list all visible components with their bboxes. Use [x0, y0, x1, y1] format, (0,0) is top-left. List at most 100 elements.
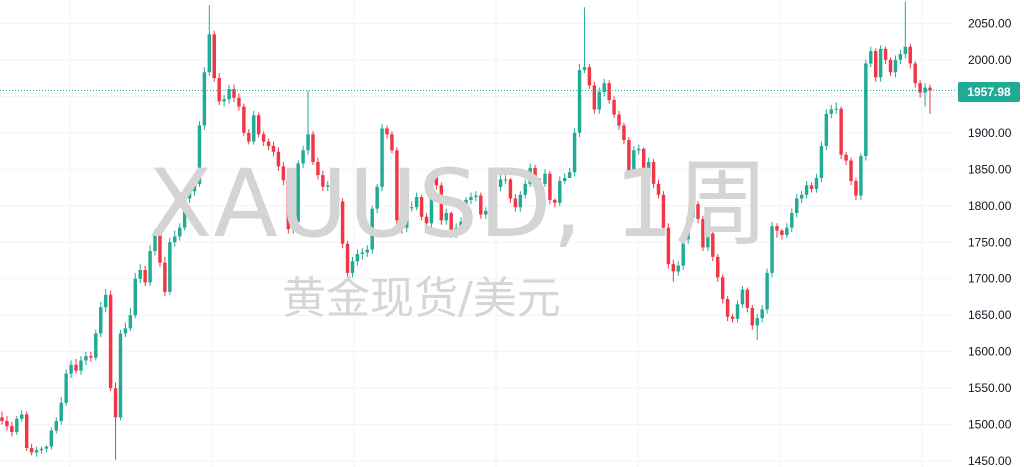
- candle-body: [656, 183, 661, 195]
- candle-body: [54, 421, 59, 431]
- candle-body: [390, 134, 394, 151]
- candle: [59, 396, 63, 425]
- candle: [192, 178, 197, 196]
- y-axis-tick-label: 1650.00: [968, 308, 1012, 322]
- candle: [844, 151, 848, 165]
- candle: [365, 245, 370, 257]
- candle: [632, 145, 636, 176]
- candle-body: [883, 48, 888, 60]
- candle: [469, 192, 473, 205]
- candle: [671, 259, 676, 282]
- candle: [893, 55, 898, 78]
- candle: [859, 153, 863, 200]
- candle-body: [301, 150, 305, 164]
- candle-body: [266, 141, 271, 146]
- candle-body: [617, 114, 621, 126]
- y-axis-tick-label: 1500.00: [968, 418, 1012, 432]
- candle-body: [281, 166, 286, 181]
- candle: [755, 313, 759, 341]
- candle: [350, 256, 355, 278]
- candle-body: [247, 132, 251, 142]
- candle: [345, 240, 350, 279]
- candle: [330, 182, 335, 205]
- candle-body: [760, 309, 764, 319]
- candle: [587, 64, 592, 90]
- candle-body: [696, 204, 700, 219]
- candle: [74, 359, 78, 374]
- candle-body: [10, 426, 14, 432]
- candle: [928, 84, 932, 114]
- candle-body: [543, 173, 547, 184]
- candle: [459, 217, 463, 233]
- candle: [750, 305, 755, 330]
- candle-body: [804, 185, 809, 195]
- candle-body: [449, 213, 453, 234]
- candle: [54, 417, 59, 434]
- candle: [10, 421, 14, 437]
- candle-body: [755, 318, 759, 326]
- candle: [829, 105, 834, 119]
- candle-body: [794, 198, 799, 214]
- candle-body: [335, 198, 340, 202]
- candle: [380, 124, 384, 192]
- candle-body: [711, 233, 715, 257]
- candle-body: [261, 134, 266, 142]
- candle-body: [439, 185, 444, 221]
- candle-body: [587, 67, 592, 86]
- candle-body: [459, 221, 463, 228]
- candle-body: [498, 179, 503, 187]
- candle: [207, 5, 212, 76]
- candle: [217, 72, 221, 106]
- candle-body: [681, 239, 685, 266]
- candle: [785, 223, 789, 238]
- candle: [696, 201, 700, 224]
- candle: [923, 83, 927, 107]
- candle: [69, 360, 73, 378]
- candle: [834, 102, 838, 114]
- candle: [409, 201, 414, 212]
- candle-body: [691, 204, 695, 218]
- candle: [493, 182, 498, 203]
- candle-body: [913, 63, 917, 84]
- candle-body: [306, 134, 310, 151]
- candle: [824, 109, 829, 151]
- candle-body: [898, 53, 903, 60]
- candle-body: [720, 277, 725, 300]
- candle: [306, 90, 310, 155]
- candle-body: [562, 178, 567, 181]
- candle-body: [187, 191, 192, 199]
- candle: [869, 46, 873, 68]
- candle: [518, 191, 523, 212]
- candle: [163, 256, 167, 297]
- candle: [804, 180, 809, 199]
- candle: [355, 249, 360, 266]
- candle-body: [799, 194, 804, 199]
- candle-body: [15, 418, 19, 432]
- candle: [271, 141, 276, 157]
- candle-body: [637, 148, 641, 151]
- candle-body: [0, 417, 4, 422]
- candle-body: [686, 217, 690, 240]
- candle: [108, 290, 113, 392]
- candle-body: [790, 213, 794, 228]
- candle-body: [646, 161, 651, 177]
- candle-body: [676, 265, 680, 272]
- y-axis-tick-label: 1600.00: [968, 345, 1012, 359]
- candle-body: [434, 176, 439, 186]
- candle: [814, 173, 819, 193]
- candle: [474, 191, 478, 202]
- candle-body: [632, 150, 636, 171]
- candle-body: [469, 197, 473, 200]
- candle: [607, 80, 611, 104]
- candle-body: [296, 163, 300, 222]
- candle: [577, 64, 582, 138]
- candle-body: [182, 198, 187, 228]
- candle-body: [908, 46, 912, 64]
- candle: [888, 57, 893, 76]
- candle: [296, 160, 300, 227]
- candle-body: [212, 34, 216, 79]
- candle-body: [79, 360, 83, 371]
- candle-body: [20, 414, 24, 419]
- y-axis-tick-label: 1450.00: [968, 454, 1012, 467]
